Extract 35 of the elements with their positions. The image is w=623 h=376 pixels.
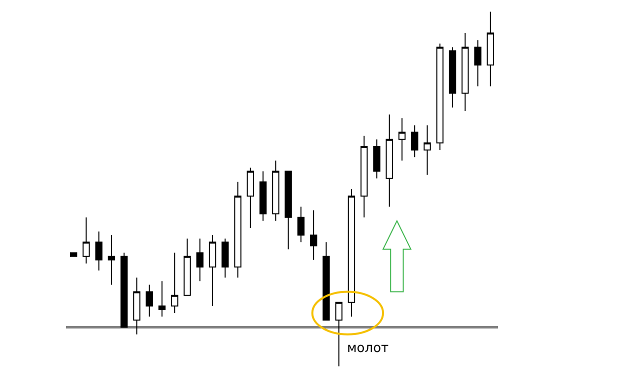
candlestick xyxy=(120,252,128,328)
candlestick xyxy=(95,231,102,272)
candlestick xyxy=(259,170,267,222)
candlestick xyxy=(448,46,456,108)
candlestick xyxy=(322,242,330,321)
candlestick xyxy=(208,234,216,306)
candlestick xyxy=(297,206,305,243)
candlestick xyxy=(70,252,78,257)
candlestick xyxy=(246,167,254,228)
candlestick xyxy=(424,124,431,176)
candlestick xyxy=(108,234,116,286)
candlestick xyxy=(360,135,368,218)
candlestick xyxy=(386,114,393,208)
candlestick xyxy=(310,210,318,260)
candlestick xyxy=(462,32,469,112)
candlestick xyxy=(171,252,178,314)
candlestick xyxy=(234,181,242,278)
candlestick xyxy=(272,160,280,222)
candlestick xyxy=(436,43,444,151)
candlestick xyxy=(222,238,229,278)
candlestick xyxy=(411,124,418,158)
candlestick xyxy=(146,284,153,318)
annotation: молот xyxy=(347,341,390,356)
candlestick xyxy=(398,118,406,162)
candlestick xyxy=(284,170,292,250)
candlestick xyxy=(196,238,204,282)
candlestick xyxy=(474,40,482,87)
candlestick xyxy=(158,280,166,318)
candlestick xyxy=(82,216,90,264)
candlestick xyxy=(335,302,342,367)
candlestick xyxy=(184,238,191,296)
candlestick xyxy=(133,277,140,335)
candlestick xyxy=(373,138,380,179)
candlestick xyxy=(348,188,356,318)
candlestick xyxy=(486,11,494,87)
